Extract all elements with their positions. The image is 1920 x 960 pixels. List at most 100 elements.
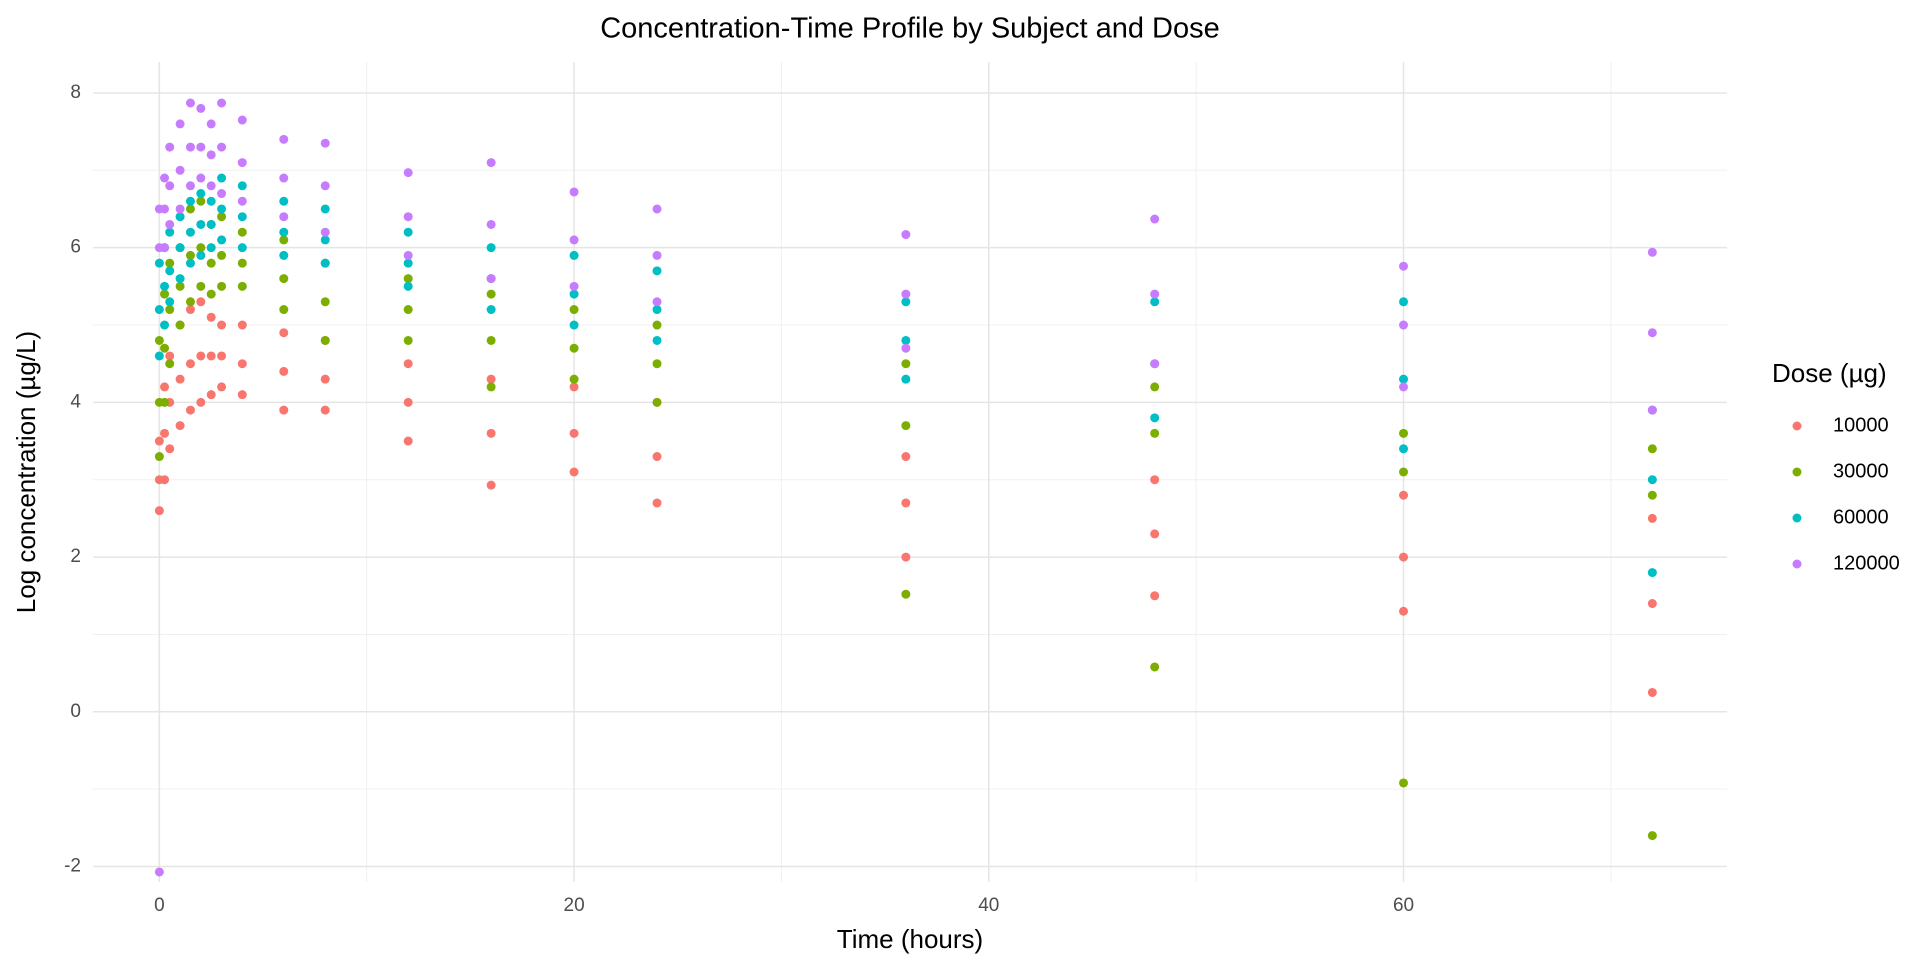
point [1150, 529, 1160, 539]
point [569, 374, 579, 384]
point [320, 405, 330, 415]
point [165, 305, 175, 315]
point [185, 142, 195, 152]
point [486, 219, 496, 229]
point [1150, 297, 1160, 307]
point [160, 289, 170, 299]
point [160, 382, 170, 392]
point [206, 119, 216, 129]
legend-marker [1792, 559, 1802, 569]
y-tick-label: 4 [70, 391, 81, 412]
point [901, 297, 911, 307]
point [237, 115, 247, 125]
point [279, 212, 289, 222]
point [165, 297, 175, 307]
point [206, 312, 216, 322]
point [154, 867, 164, 877]
point [217, 173, 227, 183]
point [165, 181, 175, 191]
point [279, 274, 289, 284]
legend-marker [1792, 467, 1802, 477]
point [279, 134, 289, 144]
point [1399, 490, 1409, 500]
point [1647, 568, 1657, 578]
point [217, 204, 227, 214]
point [154, 452, 164, 462]
point [237, 359, 247, 369]
point [486, 289, 496, 299]
point [486, 374, 496, 384]
point [185, 305, 195, 315]
point [165, 359, 175, 369]
point [1647, 513, 1657, 523]
point [175, 320, 185, 330]
point [279, 328, 289, 338]
point [1399, 552, 1409, 562]
point [185, 227, 195, 237]
point [196, 281, 206, 291]
point [279, 173, 289, 183]
point [279, 250, 289, 260]
y-tick-label: 8 [70, 82, 81, 103]
point [185, 196, 195, 206]
x-tick-label: 20 [564, 895, 585, 916]
point [1150, 214, 1160, 224]
point [237, 281, 247, 291]
point [196, 103, 206, 113]
point [901, 359, 911, 369]
point [185, 297, 195, 307]
point [569, 467, 579, 477]
point [217, 98, 227, 108]
series [154, 98, 1657, 877]
point [486, 480, 496, 490]
point [1647, 475, 1657, 485]
x-tick-label: 40 [978, 895, 999, 916]
point [175, 165, 185, 175]
point [154, 335, 164, 345]
point [652, 305, 662, 315]
point [1150, 475, 1160, 485]
point [1150, 662, 1160, 672]
point [652, 335, 662, 345]
point [403, 168, 413, 178]
point [206, 243, 216, 253]
point [1150, 413, 1160, 423]
point [652, 250, 662, 260]
point [1399, 444, 1409, 454]
chart-title: Concentration-Time Profile by Subject an… [600, 13, 1220, 45]
point [185, 405, 195, 415]
point [320, 258, 330, 268]
point [1647, 328, 1657, 338]
point [901, 230, 911, 240]
point [160, 475, 170, 485]
point [486, 158, 496, 168]
point [154, 258, 164, 268]
point [652, 498, 662, 508]
grid [93, 62, 1727, 882]
point [279, 227, 289, 237]
point [569, 281, 579, 291]
point [403, 436, 413, 446]
point [403, 212, 413, 222]
point [160, 281, 170, 291]
point [175, 281, 185, 291]
point [320, 138, 330, 148]
legend-label: 120000 [1833, 552, 1900, 574]
point [569, 428, 579, 438]
legend-marker [1792, 421, 1802, 431]
point [279, 305, 289, 315]
point [279, 235, 289, 245]
point [237, 227, 247, 237]
point [652, 359, 662, 369]
point [569, 382, 579, 392]
point [1399, 320, 1409, 330]
point [1399, 778, 1409, 788]
point [279, 196, 289, 206]
point [196, 142, 206, 152]
point [1150, 428, 1160, 438]
point [175, 212, 185, 222]
point [1150, 359, 1160, 369]
point [185, 98, 195, 108]
point [185, 359, 195, 369]
point [237, 181, 247, 191]
